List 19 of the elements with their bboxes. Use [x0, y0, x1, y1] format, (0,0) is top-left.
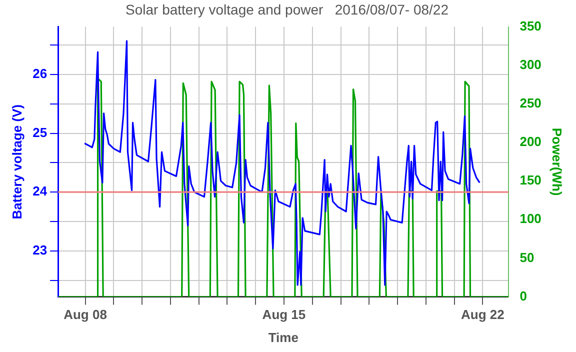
y2-tick-label: 350	[520, 18, 542, 34]
x-tick-label: Aug 08	[64, 307, 107, 322]
y2-tick-label: 250	[520, 96, 542, 111]
y2-tick-label: 100	[520, 211, 542, 226]
x-tick-label: Aug 15	[262, 307, 306, 322]
x-tick-label: Aug 22	[461, 307, 504, 322]
y2-tick-label: 0	[520, 288, 527, 304]
y-tick-label: 25	[32, 124, 48, 140]
y-tick-label: 26	[32, 66, 48, 82]
y2-tick-label: 150	[520, 172, 542, 188]
y2-tick-label: 200	[520, 134, 542, 150]
y-axis-title: Battery voltage (V)	[9, 104, 24, 220]
y-tick-label: 24	[32, 184, 48, 199]
y-tick-label: 23	[32, 242, 48, 258]
y2-tick-label: 50	[520, 250, 534, 265]
x-axis-title: Time	[268, 330, 298, 345]
y2-tick-label: 300	[520, 56, 542, 72]
chart-title: Solar battery voltage and power 2016/08/07- 08/22	[126, 1, 449, 18]
y2-axis-title: Power(Wh)	[550, 128, 565, 196]
